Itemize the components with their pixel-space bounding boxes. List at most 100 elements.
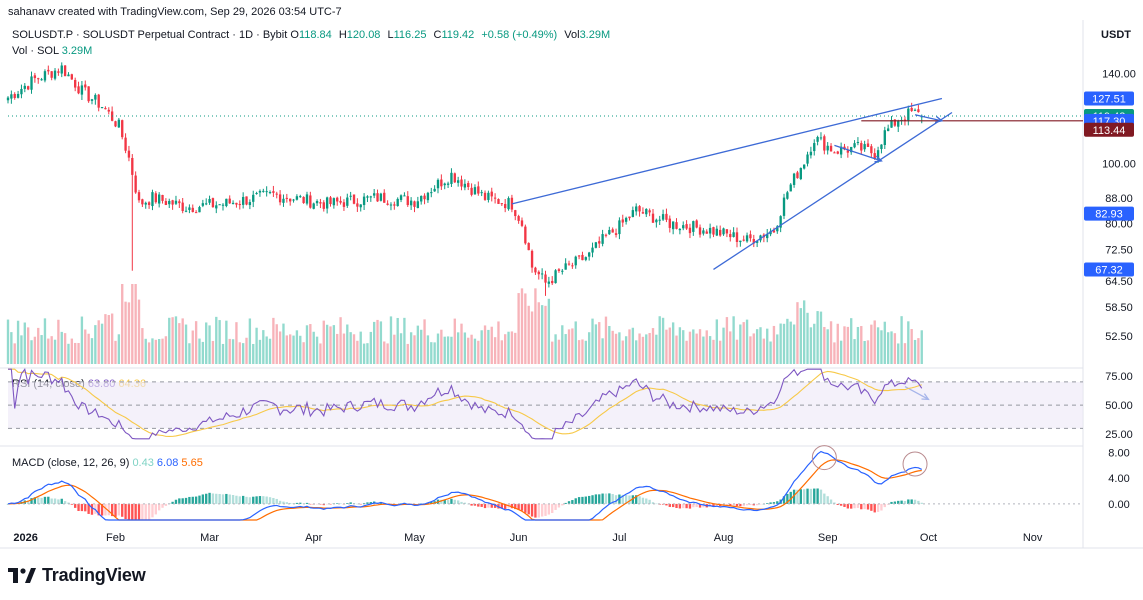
volume-bar xyxy=(80,316,84,364)
candle-body xyxy=(450,172,453,184)
candle-body xyxy=(376,193,379,202)
candle-body xyxy=(786,192,789,199)
candle-body xyxy=(628,216,631,219)
macd-histogram-bar xyxy=(836,503,839,505)
macd-histogram-bar xyxy=(164,503,168,506)
macd-histogram-bar xyxy=(554,503,557,510)
candle-body xyxy=(846,150,850,153)
macd-histogram-bar xyxy=(43,496,47,504)
macd-histogram-bar xyxy=(799,489,802,504)
candle-body xyxy=(60,65,63,74)
volume-bar xyxy=(440,329,443,364)
macd-histogram-bar xyxy=(581,496,584,504)
candle-body xyxy=(729,234,732,238)
candle-body xyxy=(688,227,692,234)
volume-bar xyxy=(806,312,809,364)
volume-bar xyxy=(514,332,517,364)
macd-histogram-bar xyxy=(641,497,645,504)
macd-histogram-bar xyxy=(702,503,705,508)
volume-bar xyxy=(416,325,420,364)
candle-body xyxy=(453,173,456,183)
volume-bar xyxy=(732,316,735,364)
macd-histogram-bar xyxy=(823,493,826,504)
volume-bar xyxy=(26,327,30,364)
volume-bar xyxy=(194,321,198,364)
macd-histogram-bar xyxy=(336,503,339,504)
volume-bar xyxy=(426,335,430,364)
candle-body xyxy=(850,146,853,153)
macd-histogram-bar xyxy=(40,497,43,504)
volume-bar xyxy=(809,327,813,364)
macd-histogram-bar xyxy=(114,503,117,517)
volume-bar xyxy=(37,327,40,364)
candle-body xyxy=(567,263,571,265)
macd-histogram-bar xyxy=(574,498,577,504)
candle-body xyxy=(13,94,16,98)
candle-body xyxy=(238,204,241,206)
candle-body xyxy=(87,86,90,102)
candle-body xyxy=(692,221,695,232)
volume-bar xyxy=(117,334,121,364)
macd-histogram-bar xyxy=(614,495,618,504)
volume-bar xyxy=(880,330,883,364)
volume-bar xyxy=(168,317,171,364)
price-tick-label: 88.00 xyxy=(1105,193,1133,205)
macd-histogram-bar xyxy=(151,503,154,518)
volume-bar xyxy=(897,343,900,364)
price-label-badge xyxy=(1084,206,1134,221)
macd-histogram-bar xyxy=(782,496,786,504)
volume-bar xyxy=(504,334,507,364)
macd-histogram-bar xyxy=(131,503,134,520)
time-tick-label: Oct xyxy=(920,532,937,544)
candle-body xyxy=(16,93,20,98)
macd-histogram-bar xyxy=(493,503,497,508)
macd-line xyxy=(7,450,923,521)
volume-bar xyxy=(614,333,618,364)
macd-histogram-bar xyxy=(577,497,581,504)
macd-histogram-bar xyxy=(453,499,456,504)
candle-body xyxy=(695,220,698,228)
macd-histogram-bar xyxy=(688,503,692,509)
macd-histogram-bar xyxy=(819,489,823,504)
candle-body xyxy=(359,204,362,208)
candle-body xyxy=(53,70,57,79)
candle-body xyxy=(134,175,137,193)
candle-body xyxy=(913,109,917,111)
vol-value: 3.29M xyxy=(579,29,611,41)
macd-histogram-bar xyxy=(450,498,453,504)
candlesticks xyxy=(6,62,923,296)
macd-histogram-bar xyxy=(749,503,752,506)
macd-histogram-bar xyxy=(900,500,903,504)
macd-histogram-bar xyxy=(500,503,504,509)
macd-histogram-bar xyxy=(134,503,137,520)
candle-body xyxy=(43,71,47,81)
candle-body xyxy=(860,143,863,151)
price-chart[interactable]: 75.00 50.00 25.00 8.00 4.00 0.00 140.00 100.0… xyxy=(0,0,1143,560)
candle-body xyxy=(90,99,94,101)
candle-body xyxy=(268,192,272,194)
candle-body xyxy=(907,108,910,121)
volume-bar xyxy=(325,324,329,364)
volume-bar xyxy=(74,342,77,364)
macd-histogram-bar xyxy=(786,493,789,504)
candle-body xyxy=(893,119,897,126)
macd-histogram-bar xyxy=(84,503,87,512)
macd-histogram-bar xyxy=(33,497,37,504)
volume-bar xyxy=(252,343,255,364)
candle-body xyxy=(10,94,13,99)
macd-histogram-bar xyxy=(346,503,349,504)
macd-histogram-bar xyxy=(853,503,856,509)
volume-bar xyxy=(40,335,43,364)
volume-bar xyxy=(272,317,275,364)
brand-name: TradingView xyxy=(42,565,146,585)
candle-body xyxy=(665,213,668,220)
volume-bar xyxy=(332,325,336,364)
volume-bar xyxy=(16,320,20,364)
volume-bar xyxy=(248,318,252,364)
arrow-2 xyxy=(914,114,943,122)
macd-histogram-bar xyxy=(893,501,897,504)
volume-bar xyxy=(517,293,520,364)
macd-histogram-bar xyxy=(611,494,614,504)
candle-body xyxy=(161,194,164,201)
macd-histogram-bar xyxy=(463,502,467,504)
